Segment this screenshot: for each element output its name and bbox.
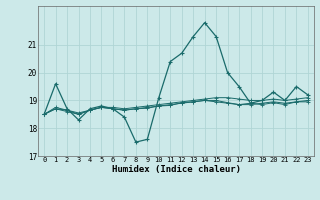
X-axis label: Humidex (Indice chaleur): Humidex (Indice chaleur)	[111, 165, 241, 174]
